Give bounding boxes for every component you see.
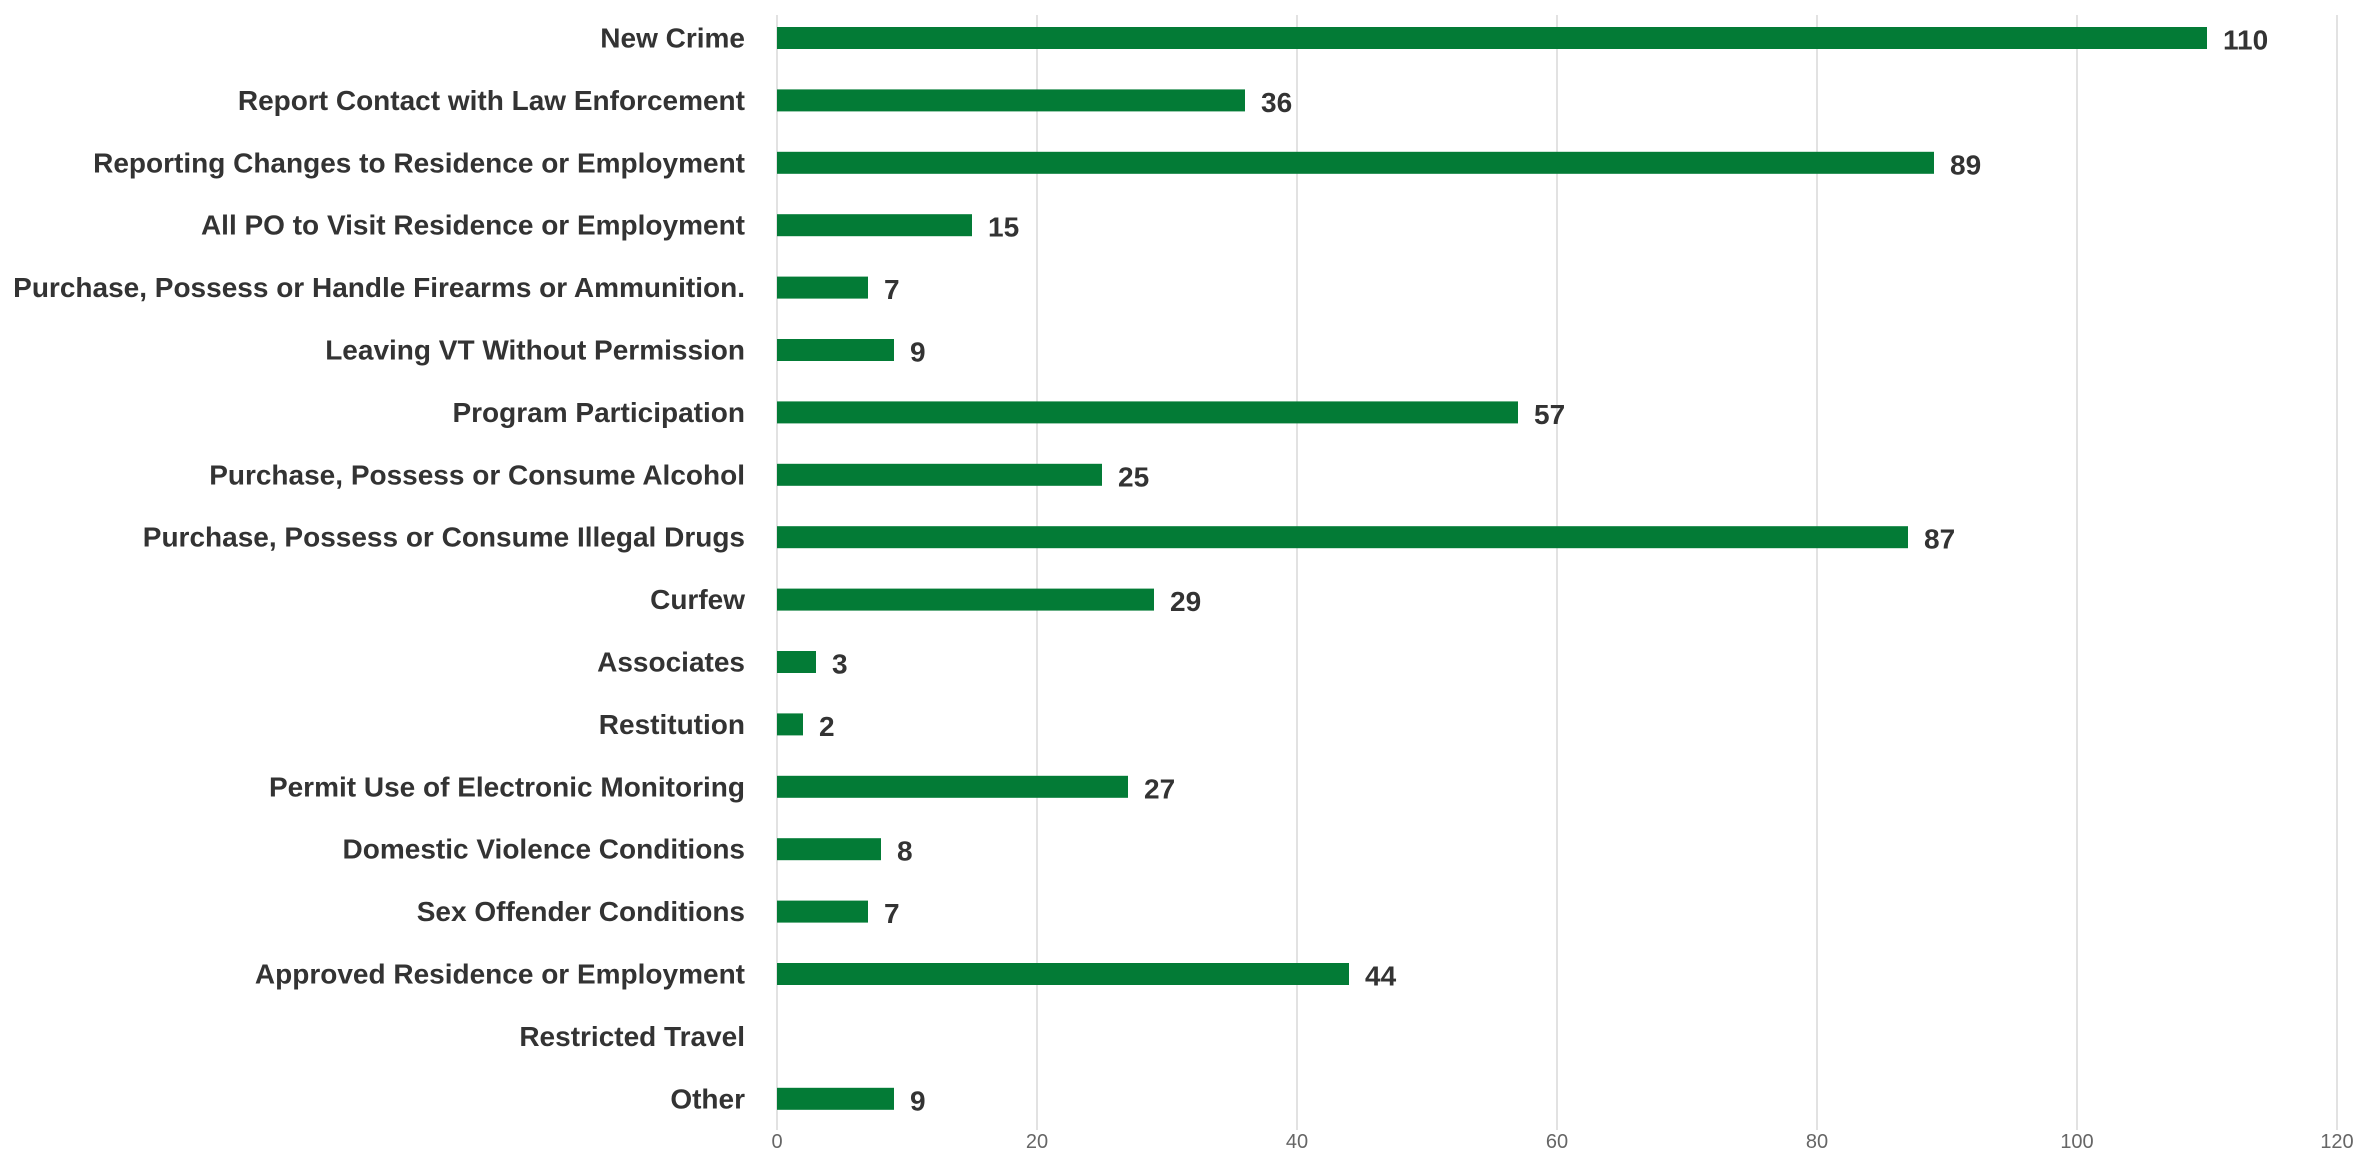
value-label: 9: [910, 337, 926, 368]
category-label: Purchase, Possess or Consume Illegal Dru…: [143, 522, 745, 553]
x-tick-label-60: 60: [1546, 1131, 1568, 1153]
value-label: 7: [884, 898, 900, 929]
bar: [777, 775, 1128, 798]
bar: [777, 89, 1245, 112]
bar: [777, 276, 868, 299]
category-label: All PO to Visit Residence or Employment: [201, 210, 745, 241]
x-tick-label-40: 40: [1286, 1131, 1308, 1153]
bar: [777, 214, 972, 237]
category-label: Domestic Violence Conditions: [343, 834, 745, 865]
value-label: 15: [988, 212, 1019, 243]
x-axis-ticks: 0 20 40 60 80 100 120: [771, 1131, 2353, 1153]
category-label: Purchase, Possess or Consume Alcohol: [209, 459, 745, 490]
value-label: 29: [1170, 586, 1201, 617]
bar: [777, 526, 1908, 549]
value-label: 9: [910, 1085, 926, 1116]
x-tick-label-20: 20: [1026, 1131, 1048, 1153]
category-label: Permit Use of Electronic Monitoring: [269, 771, 745, 802]
category-labels: New Crime Report Contact with Law Enforce…: [13, 23, 745, 1115]
category-label: Purchase, Possess or Handle Firearms or …: [13, 272, 745, 303]
category-label: Associates: [597, 647, 745, 678]
bar: [777, 463, 1102, 486]
bar: [777, 1087, 894, 1110]
category-label: Program Participation: [452, 397, 745, 428]
value-label: 25: [1118, 461, 1149, 492]
bar: [777, 27, 2207, 49]
bar: [777, 339, 894, 361]
bar: [777, 401, 1518, 424]
bar: [777, 713, 803, 736]
x-tick-label-120: 120: [2320, 1131, 2353, 1153]
value-label: 36: [1261, 87, 1292, 118]
category-label: Leaving VT Without Permission: [325, 335, 745, 366]
value-label: 3: [832, 649, 848, 680]
value-label: 89: [1950, 149, 1981, 180]
value-label: 57: [1534, 399, 1565, 430]
category-label: Reporting Changes to Residence or Employ…: [93, 147, 745, 178]
category-label: Report Contact with Law Enforcement: [238, 85, 745, 116]
bars: [777, 27, 2207, 1110]
x-tick-label-80: 80: [1806, 1131, 1828, 1153]
bar: [777, 838, 881, 861]
value-label: 44: [1365, 961, 1397, 992]
category-label: Approved Residence or Employment: [255, 959, 745, 990]
value-label: 27: [1144, 773, 1175, 804]
bar: [777, 151, 1934, 174]
category-label: New Crime: [600, 23, 745, 54]
value-label: 2: [819, 711, 835, 742]
bar: [777, 900, 868, 923]
x-tick-label-100: 100: [2060, 1131, 2093, 1153]
x-tick-label-0: 0: [771, 1131, 782, 1153]
category-label: Restricted Travel: [519, 1021, 745, 1052]
value-label: 110: [2223, 25, 2268, 56]
bar: [777, 588, 1154, 611]
category-label: Curfew: [650, 584, 745, 615]
bar: [777, 651, 816, 673]
value-label: 8: [897, 836, 913, 867]
category-label: Other: [670, 1083, 745, 1114]
bar: [777, 963, 1349, 985]
value-label: 87: [1924, 524, 1955, 555]
category-label: Restitution: [599, 709, 745, 740]
gridlines: [776, 15, 2338, 1130]
category-label: Sex Offender Conditions: [417, 896, 745, 927]
value-label: 7: [884, 274, 900, 305]
